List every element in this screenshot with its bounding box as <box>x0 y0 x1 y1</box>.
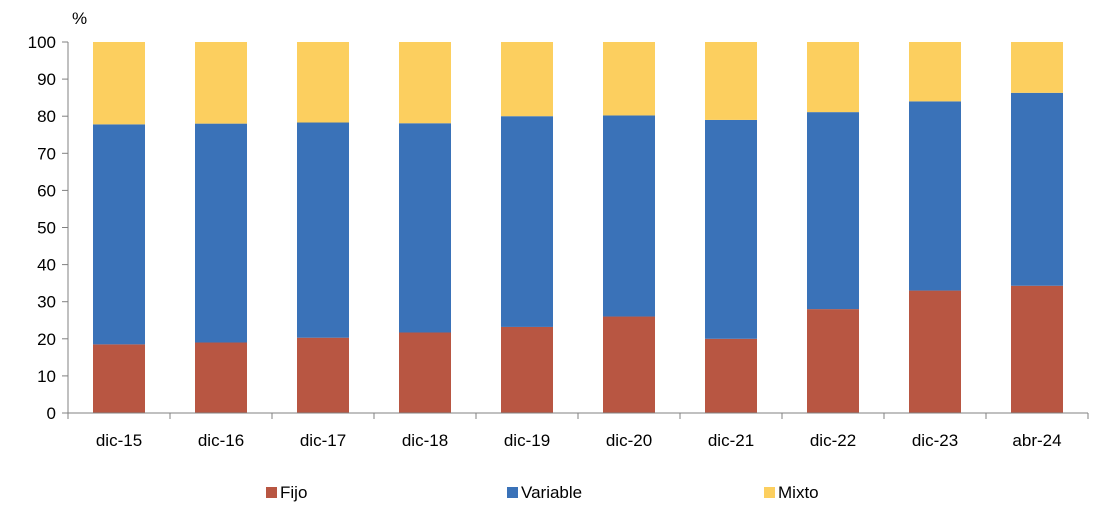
x-tick-label: dic-18 <box>402 431 448 450</box>
y-tick-label: 30 <box>37 293 56 312</box>
bar-variable-dic-16 <box>195 123 247 343</box>
y-axis-unit-label: % <box>72 9 87 28</box>
legend-label-fijo: Fijo <box>280 483 307 502</box>
y-tick-label: 90 <box>37 70 56 89</box>
y-tick-label: 80 <box>37 107 56 126</box>
y-tick-label: 100 <box>28 33 56 52</box>
legend-label-variable: Variable <box>521 483 582 502</box>
bar-mixto-dic-22 <box>807 42 859 113</box>
x-tick-label: dic-16 <box>198 431 244 450</box>
x-tick-label: dic-20 <box>606 431 652 450</box>
bar-fijo-dic-20 <box>603 316 655 413</box>
bar-mixto-dic-15 <box>93 42 145 125</box>
bar-fijo-dic-17 <box>297 337 349 413</box>
bar-mixto-dic-16 <box>195 42 247 124</box>
bar-mixto-abr-24 <box>1011 42 1063 93</box>
bar-mixto-dic-17 <box>297 42 349 123</box>
y-tick-label: 50 <box>37 219 56 238</box>
bar-variable-dic-21 <box>705 119 757 339</box>
bar-variable-dic-15 <box>93 124 145 345</box>
bar-mixto-dic-18 <box>399 42 451 124</box>
x-tick-label: dic-15 <box>96 431 142 450</box>
bar-fijo-dic-23 <box>909 290 961 413</box>
x-tick-label: dic-21 <box>708 431 754 450</box>
bars <box>93 42 1063 413</box>
bar-mixto-dic-21 <box>705 42 757 120</box>
legend-swatch-variable <box>507 487 518 498</box>
x-tick-label: dic-17 <box>300 431 346 450</box>
bar-fijo-dic-18 <box>399 332 451 413</box>
x-tick-label: abr-24 <box>1012 431 1061 450</box>
x-tick-label: dic-23 <box>912 431 958 450</box>
legend-swatch-fijo <box>266 487 277 498</box>
bar-variable-dic-17 <box>297 122 349 338</box>
bar-mixto-dic-20 <box>603 42 655 116</box>
legend-label-mixto: Mixto <box>778 483 819 502</box>
bar-fijo-abr-24 <box>1011 285 1063 413</box>
y-tick-label: 10 <box>37 367 56 386</box>
y-axis-ticks: 0 10 20 30 40 50 60 70 80 90 100 <box>28 33 68 423</box>
bar-variable-dic-19 <box>501 116 553 327</box>
bar-fijo-dic-16 <box>195 342 247 413</box>
bar-fijo-dic-22 <box>807 309 859 413</box>
bar-fijo-dic-15 <box>93 344 145 413</box>
y-tick-label: 70 <box>37 144 56 163</box>
bar-fijo-dic-21 <box>705 338 757 413</box>
bar-variable-dic-22 <box>807 112 859 310</box>
x-axis-ticks: dic-15 dic-16 dic-17 dic-18 dic-19 dic-20 dic-… <box>67 413 1089 450</box>
y-tick-label: 40 <box>37 256 56 275</box>
bar-variable-dic-20 <box>603 115 655 317</box>
bar-variable-dic-23 <box>909 101 961 291</box>
y-tick-label: 60 <box>37 181 56 200</box>
y-tick-label: 0 <box>47 404 56 423</box>
bar-variable-dic-18 <box>399 123 451 333</box>
bar-variable-abr-24 <box>1011 92 1063 286</box>
legend: Fijo Variable Mixto <box>266 483 819 502</box>
bar-mixto-dic-23 <box>909 42 961 102</box>
bar-mixto-dic-19 <box>501 42 553 117</box>
x-tick-label: dic-19 <box>504 431 550 450</box>
y-tick-label: 20 <box>37 330 56 349</box>
bar-fijo-dic-19 <box>501 326 553 413</box>
legend-swatch-mixto <box>764 487 775 498</box>
x-tick-label: dic-22 <box>810 431 856 450</box>
